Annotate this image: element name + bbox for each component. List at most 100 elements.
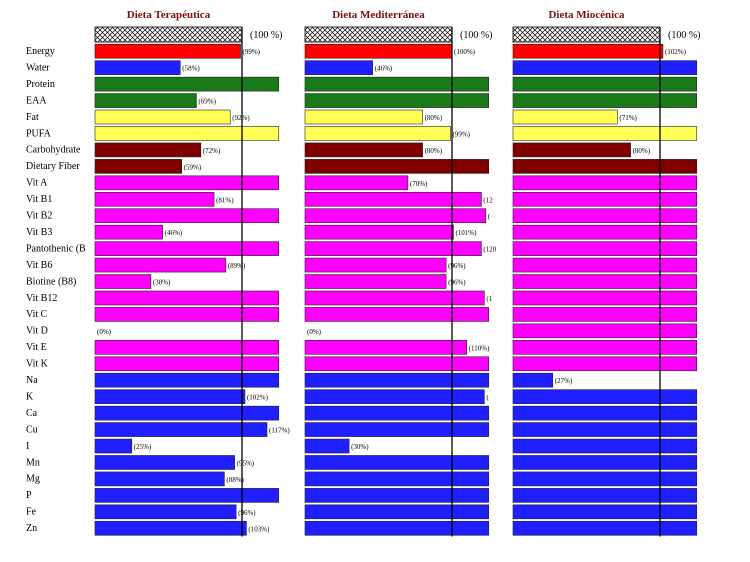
- data-label-vit-b6: (96%): [448, 262, 466, 270]
- data-label-na: (27%): [555, 377, 573, 385]
- bar-pufa: [512, 126, 698, 141]
- bar-zn: [94, 520, 247, 536]
- bar-pantothenic-b: [512, 241, 698, 256]
- bar-vit-k: [512, 356, 698, 372]
- bar-vit-b2: [304, 208, 487, 224]
- bar-cu: [94, 422, 268, 437]
- bar-vit-e: [304, 340, 467, 355]
- bar-vit-e: [94, 340, 280, 355]
- bar-vit-d: [512, 323, 698, 339]
- row-label-cu: Cu: [26, 424, 38, 435]
- bar-vit-b3: [304, 224, 454, 240]
- bar-vit-k: [94, 356, 280, 372]
- reference-100-box: [94, 26, 243, 43]
- data-label-water: (46%): [375, 65, 393, 73]
- data-label-zn: (103%): [248, 525, 270, 533]
- bar-protein: [304, 76, 490, 92]
- data-label-pantothenic-b: (120: [483, 246, 496, 254]
- data-label-vit-b6: (89%): [228, 262, 246, 270]
- row-label-vit-b3: Vit B3: [26, 227, 52, 238]
- bar-carbohydrate: [94, 142, 202, 158]
- data-label-mn: (95%): [237, 459, 255, 467]
- row-label-fat: Fat: [26, 112, 39, 123]
- data-label-energy: (102%): [665, 48, 687, 56]
- panel-title: Dieta Terapéutica: [127, 9, 211, 21]
- data-label-i: (30%): [351, 443, 369, 451]
- data-label-fat: (92%): [232, 114, 250, 122]
- bar-vit-c: [512, 307, 698, 322]
- row-label-water: Water: [26, 62, 50, 73]
- bar-fat: [512, 109, 618, 125]
- bar-vit-b2: [512, 208, 698, 224]
- bar-vit-c: [94, 307, 280, 322]
- bar-mn: [94, 455, 235, 470]
- bar-fat: [94, 109, 231, 125]
- row-label-i: I: [26, 441, 29, 452]
- row-label-pantothenic-b: Pantothenic (B: [26, 243, 86, 254]
- data-label-energy: (99%): [243, 48, 261, 56]
- data-label-vit-b1: (12: [483, 196, 493, 204]
- bar-i: [94, 438, 133, 454]
- bar-water: [94, 60, 181, 75]
- bar-vit-b1: [94, 191, 215, 207]
- data-label-cu: (117%): [269, 427, 290, 435]
- data-label-eaa: (69%): [198, 98, 216, 106]
- bar-p: [512, 488, 698, 503]
- row-label-protein: Protein: [26, 79, 55, 90]
- data-label-biotine-b8: (38%): [153, 279, 171, 287]
- data-label-pufa: (99%): [453, 130, 471, 138]
- bar-dietary-fiber: [512, 159, 698, 174]
- row-label-k: K: [26, 391, 34, 402]
- bar-k: [94, 389, 246, 404]
- data-label-vit-a: (70%): [410, 180, 428, 188]
- row-label-vit-b6: Vit B6: [26, 260, 52, 271]
- data-label-vit-d: (0%): [97, 328, 112, 336]
- data-label-vit-d: (0%): [307, 328, 322, 336]
- row-label-vit-d: Vit D: [26, 326, 48, 337]
- row-label-zn: Zn: [26, 523, 37, 534]
- bar-cu: [512, 422, 698, 437]
- bar-mg: [304, 471, 490, 487]
- reference-100-label: (100 %): [460, 30, 493, 41]
- row-label-mg: Mg: [26, 474, 40, 485]
- data-label-vit-b12: (1: [486, 295, 492, 303]
- bar-energy: [304, 43, 453, 59]
- row-label-vit-b2: Vit B2: [26, 211, 52, 222]
- bar-vit-b6: [94, 257, 227, 273]
- data-label-i: (25%): [134, 443, 152, 451]
- data-label-vit-b2: (: [488, 213, 491, 221]
- bar-eaa: [94, 93, 197, 108]
- bar-na: [94, 372, 280, 388]
- bar-vit-a: [512, 175, 698, 191]
- bar-k: [512, 389, 698, 404]
- row-label-ca: Ca: [26, 408, 38, 419]
- row-label-mn: Mn: [26, 457, 40, 468]
- bar-eaa: [512, 93, 698, 108]
- panel-dieta-mioc-nica: Dieta Miocénica (100 %) (102%) (71%) (80%) (2…: [512, 9, 701, 537]
- reference-100-label: (100 %): [250, 30, 283, 41]
- panel-dieta-terap-utica: Dieta Terapéutica (100 %) (99%) (58%) (69%) (…: [94, 9, 290, 537]
- row-label-dietary-fiber: Dietary Fiber: [26, 161, 80, 172]
- data-label-carbohydrate: (72%): [203, 147, 221, 155]
- bar-k: [304, 389, 485, 404]
- row-label-vit-b12: Vit B12: [26, 293, 57, 304]
- bar-carbohydrate: [512, 142, 631, 158]
- data-label-biotine-b8: (96%): [448, 279, 466, 287]
- data-label-carbohydrate: (80%): [633, 147, 651, 155]
- data-label-fat: (80%): [425, 114, 443, 122]
- data-label-dietary-fiber: (59%): [184, 163, 202, 171]
- bar-vit-a: [94, 175, 280, 191]
- data-label-water: (58%): [182, 65, 200, 73]
- bar-vit-k: [304, 356, 490, 372]
- bar-water: [304, 60, 373, 75]
- bar-eaa: [304, 93, 490, 108]
- panel-title: Dieta Mediterránea: [332, 9, 425, 21]
- data-label-carbohydrate: (80%): [425, 147, 443, 155]
- bar-p: [94, 488, 280, 503]
- bar-fat: [304, 109, 423, 125]
- bar-biotine-b8: [94, 274, 152, 289]
- row-label-vit-k: Vit K: [26, 359, 49, 370]
- bar-energy: [512, 43, 664, 59]
- bar-cu: [304, 422, 490, 437]
